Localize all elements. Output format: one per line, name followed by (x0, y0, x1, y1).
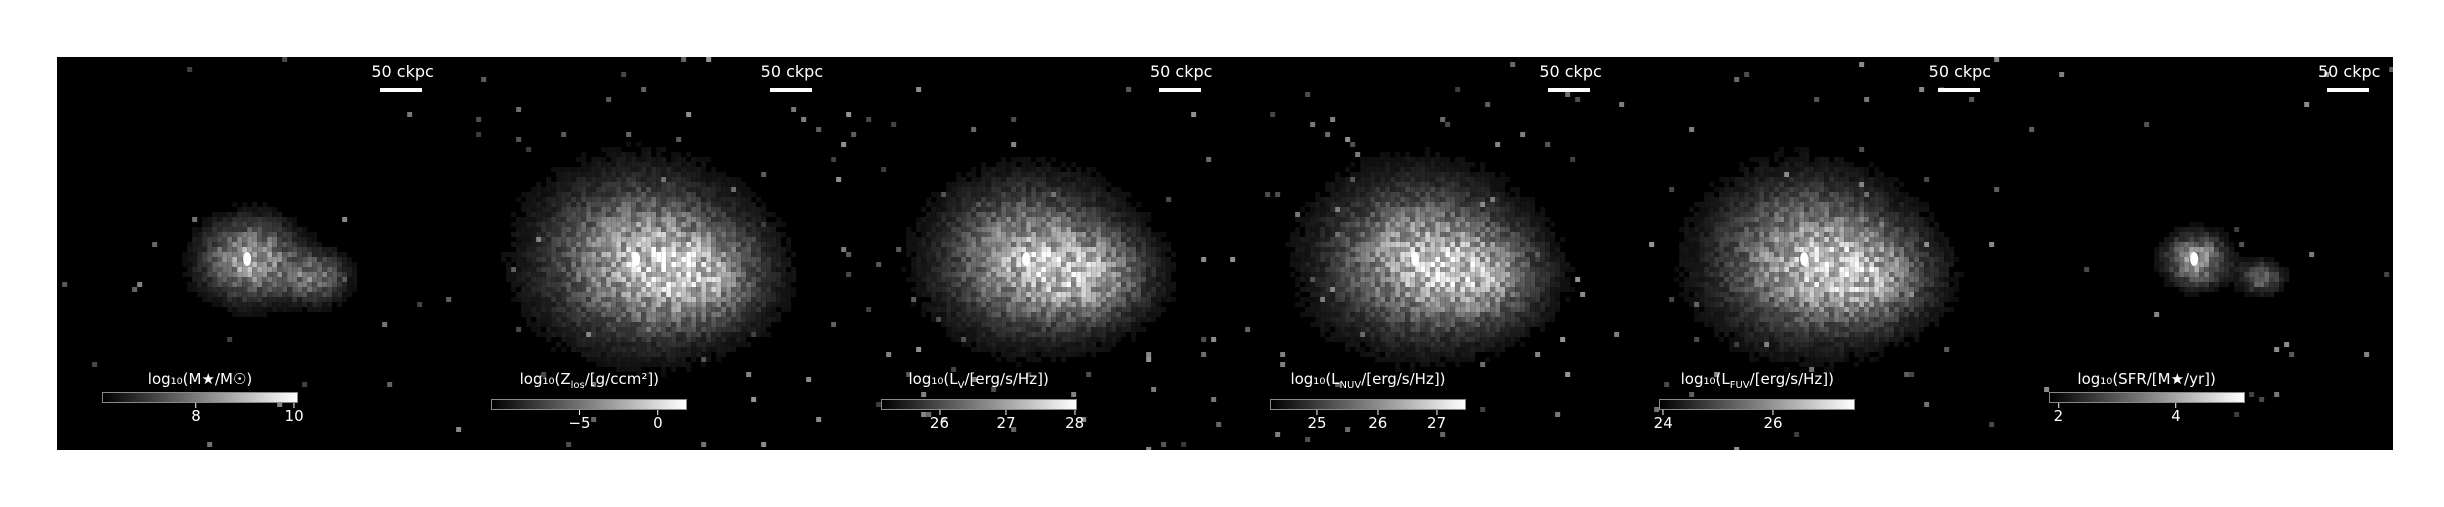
colorbar: log₁₀(LV/[erg/s/Hz]) 26 27 28 (880, 370, 1084, 432)
scale-bar: 50 ckpc (1149, 62, 1213, 92)
scale-bar-label: 50 ckpc (1928, 62, 1992, 81)
map-panel-lnuv: 50 ckpc log₁₀(LNUV/[erg/s/Hz]) 25 26 27 (1225, 57, 1614, 450)
colorbar-gradient (880, 399, 1077, 410)
colorbar-tick: 26 (1368, 410, 1387, 432)
colorbar-gradient (1659, 399, 1856, 410)
colorbar-label: log₁₀(Zlos/[g/ccm²]) (519, 370, 660, 391)
colorbar-ticks: 26 27 28 (881, 410, 1084, 432)
colorbar-gradient (1269, 399, 1466, 410)
scale-bar-line (380, 88, 423, 92)
colorbar: log₁₀(LNUV/[erg/s/Hz]) 25 26 27 (1269, 370, 1466, 432)
colorbar-ticks: −5 0 (491, 410, 687, 432)
scale-bar: 50 ckpc (1928, 62, 1992, 92)
colorbar-ticks: 24 26 (1654, 410, 1855, 432)
colorbar-tick-label: 26 (1368, 414, 1388, 432)
scale-bar-line (1548, 88, 1591, 92)
colorbar-ticks: 8 10 (102, 403, 304, 425)
colorbar-label: log₁₀(M★/M☉) (147, 370, 253, 388)
colorbar-tick: 28 (1065, 410, 1084, 432)
colorbar-tick-label: −5 (568, 414, 591, 432)
map-panel-lfuv: 50 ckpc log₁₀(LFUV/[erg/s/Hz]) 24 26 (1614, 57, 2003, 450)
scale-bar: 50 ckpc (2317, 62, 2381, 92)
map-panel-mstar: 50 ckpc log₁₀(M★/M☉) 8 10 (57, 57, 446, 450)
scale-bar-line (2326, 88, 2369, 92)
colorbar-tick: 27 (1427, 410, 1446, 432)
colorbar: log₁₀(LFUV/[erg/s/Hz]) 24 26 (1654, 370, 1856, 432)
map-panel-zlos: 50 ckpc log₁₀(Zlos/[g/ccm²]) −5 0 (446, 57, 836, 450)
colorbar-ticks: 25 26 27 (1270, 410, 1466, 432)
colorbar-tick: 26 (1763, 410, 1783, 432)
colorbar-gradient (491, 399, 688, 410)
scale-bar-label: 50 ckpc (1539, 62, 1602, 81)
scale-bar-line (769, 88, 812, 92)
colorbar-tick-label: 24 (1653, 414, 1673, 432)
colorbar-tick: 27 (997, 410, 1016, 432)
colorbar-tick-label: 27 (996, 414, 1016, 432)
colorbar-tick: 4 (2171, 403, 2181, 425)
colorbar-tick: 0 (653, 410, 663, 432)
scale-bar-label: 50 ckpc (371, 62, 434, 81)
colorbar-tick: 10 (285, 403, 304, 425)
colorbar-gradient (102, 392, 298, 403)
colorbar-tick-label: 10 (284, 407, 304, 425)
colorbar: log₁₀(Zlos/[g/ccm²]) −5 0 (491, 370, 688, 432)
galaxy-image (1614, 57, 2000, 450)
scale-bar: 50 ckpc (1539, 62, 1602, 92)
scale-bar: 50 ckpc (760, 62, 824, 92)
colorbar: log₁₀(SFR/[M★/yr]) 2 4 (2048, 370, 2245, 425)
scale-bar-line (1158, 88, 1201, 92)
galaxy-map-strip: 50 ckpc log₁₀(M★/M☉) 8 10 50 ckpc log₁₀(Zlos/… (57, 57, 2393, 450)
colorbar-tick: −5 (568, 410, 591, 432)
colorbar-tick-label: 28 (1065, 414, 1085, 432)
colorbar-tick: 26 (930, 410, 949, 432)
colorbar-label: log₁₀(LFUV/[erg/s/Hz]) (1680, 370, 1834, 391)
galaxy-image (62, 57, 423, 447)
scale-bar: 50 ckpc (371, 62, 434, 92)
scale-bar-label: 50 ckpc (1149, 62, 1213, 81)
galaxy-image (446, 57, 836, 447)
scale-bar-line (1937, 88, 1980, 92)
map-panel-sfr: 50 ckpc log₁₀(SFR/[M★/yr]) 2 4 (2004, 57, 2393, 450)
colorbar-tick-label: 25 (1307, 414, 1327, 432)
map-panel-lv: 50 ckpc log₁₀(LV/[erg/s/Hz]) 26 27 28 (835, 57, 1225, 450)
colorbar-tick-label: 8 (191, 407, 201, 425)
colorbar: log₁₀(M★/M☉) 8 10 (102, 370, 304, 425)
galaxy-image (1230, 62, 1586, 442)
colorbar-tick-label: 4 (2171, 407, 2181, 425)
colorbar-tick-label: 27 (1427, 414, 1447, 432)
colorbar-tick: 24 (1654, 410, 1673, 432)
colorbar-label: log₁₀(SFR/[M★/yr]) (2077, 370, 2216, 388)
colorbar-tick-label: 26 (1763, 414, 1783, 432)
colorbar-gradient (2048, 392, 2245, 403)
colorbar-label: log₁₀(LNUV/[erg/s/Hz]) (1290, 370, 1446, 391)
colorbar-label: log₁₀(LV/[erg/s/Hz]) (908, 370, 1049, 391)
colorbar-tick: 25 (1307, 410, 1327, 432)
galaxy-image (835, 87, 1221, 450)
colorbar-tick: 8 (191, 403, 201, 425)
galaxy-image (2028, 67, 2393, 417)
scale-bar-label: 50 ckpc (760, 62, 824, 81)
colorbar-tick-label: 26 (929, 414, 949, 432)
scale-bar-label: 50 ckpc (2317, 62, 2381, 81)
colorbar-tick: 2 (2053, 403, 2064, 425)
colorbar-tick-label: 0 (653, 414, 663, 432)
colorbar-tick-label: 2 (2053, 407, 2064, 425)
